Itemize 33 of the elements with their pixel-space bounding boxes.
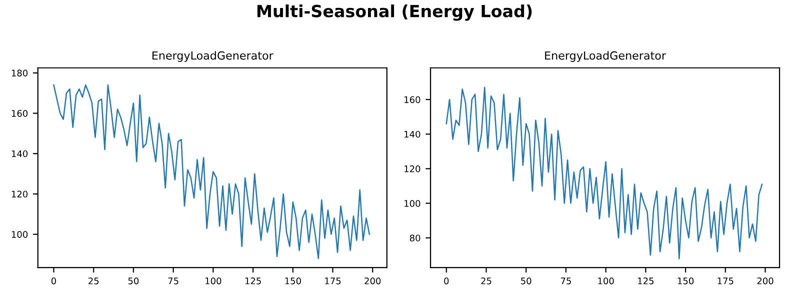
x-tick-label: 150: [678, 277, 694, 284]
x-tick-label: 175: [325, 278, 341, 284]
x-tick-label: 25: [481, 277, 492, 284]
x-tick-label: 0: [51, 277, 56, 284]
x-tick-label: 75: [560, 278, 571, 284]
x-tick-label: 100: [206, 277, 222, 284]
x-tick-label: 25: [88, 277, 99, 284]
x-tick-label: 125: [638, 277, 654, 284]
x-tick-label: 175: [718, 278, 734, 284]
x-tick-label: 50: [128, 277, 139, 284]
line-series: [446, 86, 763, 260]
x-tick-label: 200: [757, 277, 774, 284]
y-tick-label: 100: [404, 200, 420, 207]
x-tick-label: 50: [521, 277, 532, 284]
y-tick-label: 80: [410, 234, 420, 242]
y-tick-label: 140: [12, 150, 28, 158]
x-tick-label: 125: [245, 277, 261, 284]
x-tick-label: 100: [598, 277, 614, 284]
y-tick-label: 120: [12, 190, 28, 198]
y-tick-label: 160: [12, 110, 28, 117]
chart-title: EnergyLoadGenerator: [545, 51, 666, 62]
x-tick-label: 150: [285, 277, 301, 284]
y-tick-label: 160: [404, 96, 420, 104]
y-tick-label: 140: [404, 130, 420, 138]
y-tick-label: 180: [12, 70, 28, 76]
x-tick-label: 0: [444, 277, 449, 284]
text: Multi-Seasonal (Energy Load): [257, 4, 532, 21]
line-series: [53, 84, 370, 260]
x-tick-label: 75: [168, 278, 178, 284]
y-tick-label: 100: [12, 231, 28, 238]
x-tick-label: 200: [364, 277, 381, 284]
chart-title: EnergyLoadGenerator: [152, 51, 274, 62]
y-tick-label: 120: [404, 165, 420, 172]
